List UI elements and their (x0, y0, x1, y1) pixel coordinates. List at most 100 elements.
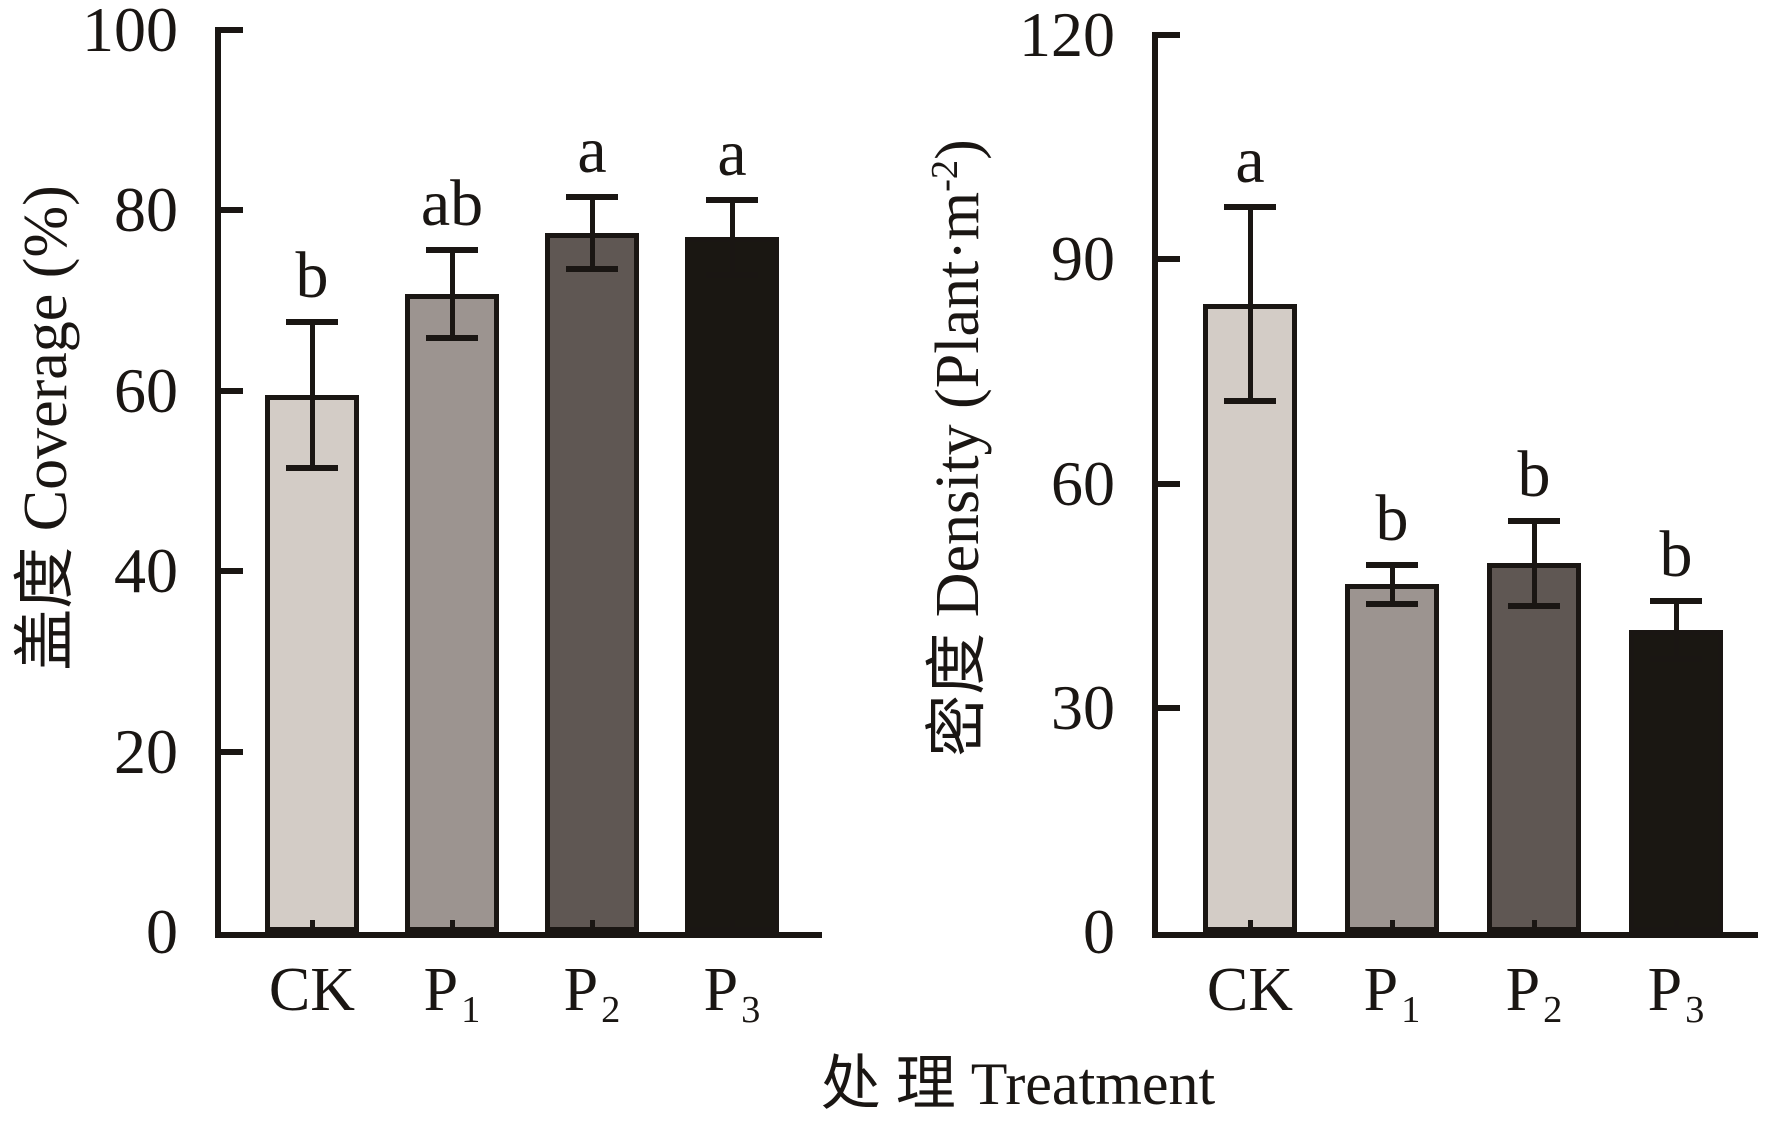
error-bar-line (1389, 564, 1395, 604)
x-tick-mark (589, 920, 595, 932)
category-subscript: 3 (741, 988, 761, 1031)
y-tick-label: 30 (1051, 671, 1115, 743)
bar-CK (265, 395, 359, 932)
error-bar-line (309, 322, 315, 469)
y-axis-title: 密度 Density (Plant·m-2) (923, 139, 997, 757)
error-bar-cap-top (1224, 203, 1276, 210)
x-tick-label-P2: P2 (1444, 956, 1624, 1031)
y-tick-mark (221, 207, 243, 214)
y-tick-label: 90 (1051, 223, 1115, 295)
y-axis-line (1152, 32, 1158, 938)
y-tick-mark (221, 748, 243, 755)
category-base: P (423, 956, 459, 1024)
category-base: CK (1206, 956, 1294, 1024)
x-axis-title: 处 理 Treatment (820, 1051, 1216, 1117)
significance-letter: b (295, 239, 329, 313)
category-base: P (1505, 956, 1541, 1024)
x-tick-mark (309, 920, 315, 932)
y-tick-mark (221, 27, 243, 33)
error-bar-cap-top (426, 247, 478, 254)
y-axis-title-text: 盖度 Coverage (%) (12, 185, 80, 671)
y-tick-label: 40 (114, 535, 178, 607)
x-axis-line (1152, 932, 1758, 938)
x-tick-label-CK: CK (1160, 959, 1340, 1021)
bar-P2 (1487, 563, 1581, 932)
x-tick-label-P3: P3 (1586, 956, 1766, 1031)
y-tick-label: 20 (114, 715, 178, 787)
y-tick-label: 0 (146, 896, 178, 967)
error-bar-cap-top (1650, 597, 1702, 604)
category-subscript: 2 (1543, 988, 1563, 1031)
x-tick-mark (1673, 920, 1679, 932)
significance-letter: a (1235, 123, 1265, 197)
error-bar-line (1531, 520, 1537, 607)
error-bar-line (1673, 600, 1679, 660)
y-axis-title-text: 密度 Density (Plant·m (924, 191, 992, 757)
x-axis-line (215, 932, 822, 938)
bar-P2 (545, 232, 639, 932)
error-bar-cap-bottom (566, 266, 618, 273)
bar-P1 (405, 294, 499, 932)
error-bar-line (729, 199, 735, 276)
x-tick-mark (1247, 920, 1253, 932)
y-axis-title-superscript: -2 (923, 159, 966, 192)
error-bar-cap-top (706, 196, 758, 203)
error-bar-line (449, 250, 455, 339)
category-base: P (1647, 956, 1683, 1024)
x-tick-label-P3: P3 (642, 956, 822, 1031)
bar-P3 (1629, 630, 1723, 932)
category-subscript: 1 (1401, 988, 1421, 1031)
error-bar-cap-top (1508, 517, 1560, 524)
significance-letter: ab (420, 167, 484, 241)
y-axis-line (215, 27, 221, 938)
significance-letter: a (717, 116, 747, 190)
category-subscript: 3 (1685, 988, 1705, 1031)
y-tick-label: 80 (114, 174, 178, 246)
bar-CK (1203, 304, 1297, 932)
category-base: CK (268, 956, 356, 1024)
significance-letter: b (1659, 517, 1693, 591)
error-bar-cap-bottom (706, 272, 758, 279)
y-tick-label: 120 (1019, 0, 1115, 70)
significance-letter: b (1375, 481, 1409, 555)
x-tick-label-P1: P1 (1302, 956, 1482, 1031)
y-axis-title: 盖度 Coverage (%) (12, 185, 80, 671)
y-tick-label: 0 (1083, 896, 1115, 967)
x-tick-mark (449, 920, 455, 932)
category-subscript: 2 (601, 988, 621, 1031)
bar-P3 (685, 237, 779, 932)
y-tick-mark (221, 387, 243, 394)
y-tick-label: 60 (114, 354, 178, 426)
error-bar-cap-bottom (1650, 656, 1702, 663)
category-base: P (563, 956, 599, 1024)
y-axis-title-text-after: ) (924, 139, 992, 160)
error-bar-line (1247, 206, 1253, 402)
significance-letter: a (577, 113, 607, 187)
error-bar-cap-top (1366, 561, 1418, 568)
error-bar-cap-bottom (1224, 398, 1276, 405)
error-bar-cap-bottom (1508, 603, 1560, 610)
y-tick-mark (1158, 32, 1180, 38)
x-tick-mark (1389, 920, 1395, 932)
category-base: P (1363, 956, 1399, 1024)
error-bar-cap-bottom (426, 335, 478, 342)
x-tick-label-CK: CK (222, 959, 402, 1021)
y-tick-mark (1158, 704, 1180, 711)
category-subscript: 1 (461, 988, 481, 1031)
x-tick-mark (1531, 920, 1537, 932)
x-tick-label-P2: P2 (502, 956, 682, 1031)
error-bar-cap-bottom (286, 465, 338, 472)
error-bar-cap-top (286, 319, 338, 326)
category-base: P (703, 956, 739, 1024)
x-tick-mark (729, 920, 735, 932)
bar-P1 (1345, 584, 1439, 932)
y-tick-label: 60 (1051, 447, 1115, 519)
error-bar-line (589, 196, 595, 270)
error-bar-cap-top (566, 193, 618, 200)
significance-letter: b (1517, 437, 1551, 511)
y-tick-mark (1158, 256, 1180, 263)
y-tick-mark (1158, 480, 1180, 487)
error-bar-cap-bottom (1366, 600, 1418, 607)
y-tick-label: 100 (82, 0, 178, 65)
